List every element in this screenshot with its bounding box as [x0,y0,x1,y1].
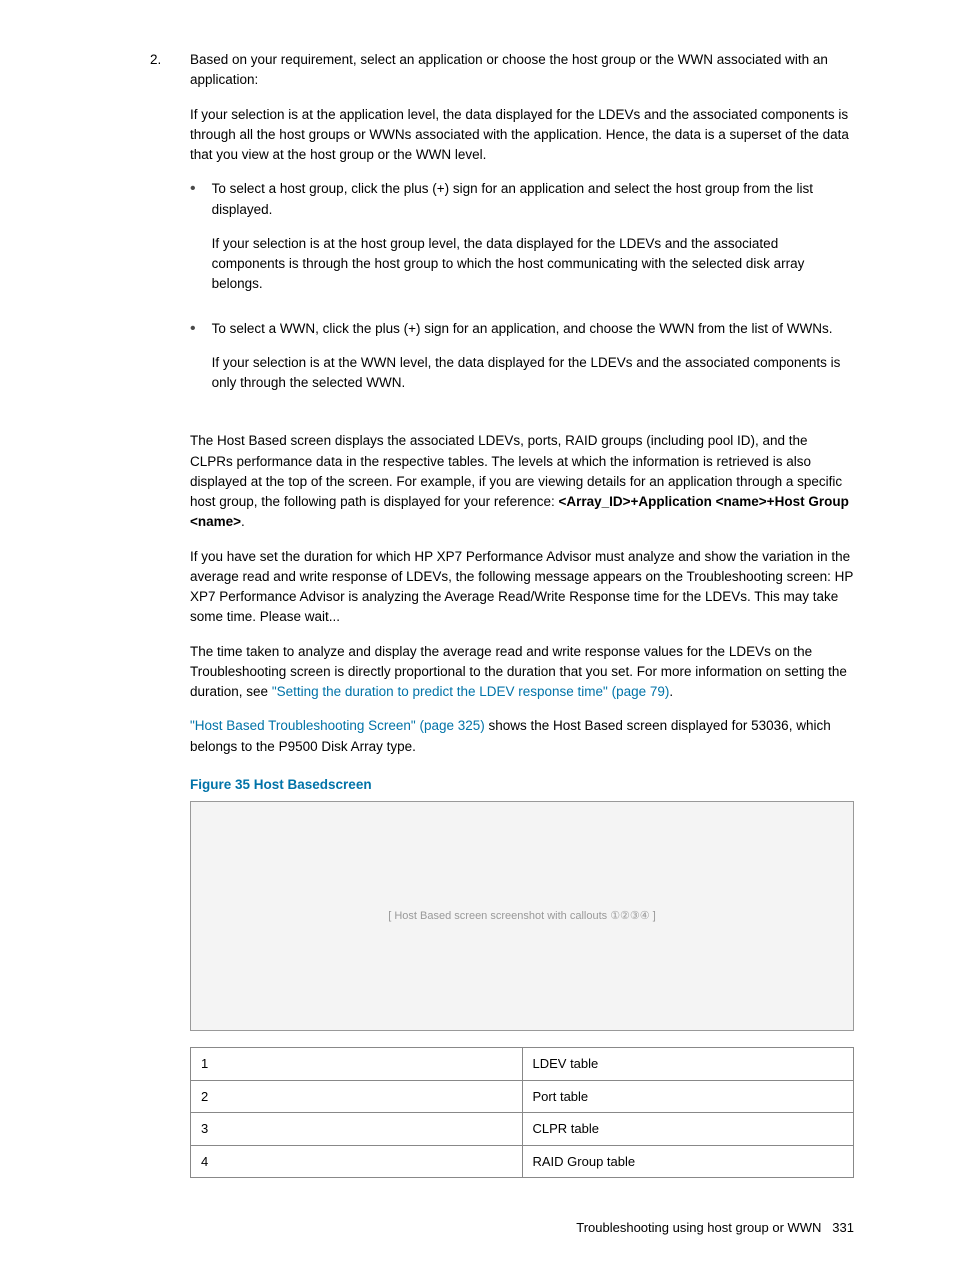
bullet-hostgroup-text: To select a host group, click the plus (… [212,179,854,220]
legend-text: RAID Group table [522,1145,854,1178]
legend-number: 4 [191,1145,523,1178]
hostbased-intro-paragraph: The Host Based screen displays the assoc… [190,431,854,532]
legend-number: 3 [191,1113,523,1146]
step-number: 2. [150,50,170,417]
page-number: 331 [832,1220,854,1235]
legend-text: CLPR table [522,1113,854,1146]
hostgroup-level-note: If your selection is at the host group l… [212,234,854,295]
legend-text: LDEV table [522,1048,854,1081]
table-row: 2 Port table [191,1080,854,1113]
time-taken-suffix: . [669,684,673,699]
bullet-hostgroup: • To select a host group, click the plus… [190,179,854,308]
body-text: The Host Based screen displays the assoc… [190,431,854,1178]
bullet-icon: • [190,319,196,408]
figure-caption: Figure 35 Host Basedscreen [190,775,854,795]
bullet-icon: • [190,179,196,308]
step-body: Based on your requirement, select an app… [190,50,854,417]
bullet-hostgroup-body: To select a host group, click the plus (… [212,179,854,308]
table-row: 3 CLPR table [191,1113,854,1146]
footer-text: Troubleshooting using host group or WWN [576,1220,821,1235]
bullet-wwn: • To select a WWN, click the plus (+) si… [190,319,854,408]
legend-number: 1 [191,1048,523,1081]
duration-message: If you have set the duration for which H… [190,547,854,628]
application-level-note: If your selection is at the application … [190,105,854,166]
time-taken-paragraph: The time taken to analyze and display th… [190,642,854,703]
table-row: 4 RAID Group table [191,1145,854,1178]
host-based-troubleshooting-link[interactable]: "Host Based Troubleshooting Screen" (pag… [190,718,485,733]
legend-table: 1 LDEV table 2 Port table 3 CLPR table 4… [190,1047,854,1178]
hostbased-intro-suffix: . [241,514,245,529]
bullet-wwn-body: To select a WWN, click the plus (+) sign… [212,319,854,408]
legend-number: 2 [191,1080,523,1113]
table-row: 1 LDEV table [191,1048,854,1081]
step-intro: Based on your requirement, select an app… [190,50,854,91]
setting-duration-link[interactable]: "Setting the duration to predict the LDE… [272,684,670,699]
reference-paragraph: "Host Based Troubleshooting Screen" (pag… [190,716,854,757]
wwn-level-note: If your selection is at the WWN level, t… [212,353,854,394]
page-footer: Troubleshooting using host group or WWN … [150,1218,854,1238]
host-based-screenshot: [ Host Based screen screenshot with call… [190,801,854,1031]
bullet-wwn-text: To select a WWN, click the plus (+) sign… [212,319,854,339]
numbered-step-2: 2. Based on your requirement, select an … [150,50,854,417]
legend-text: Port table [522,1080,854,1113]
